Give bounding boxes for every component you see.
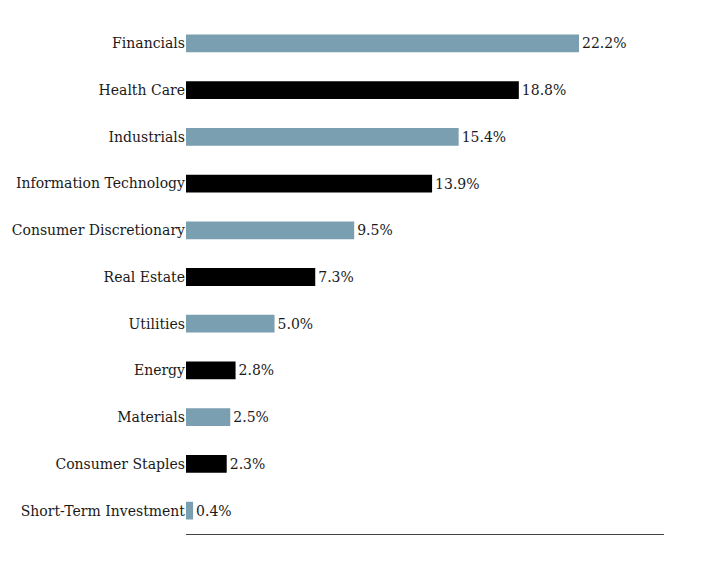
svg-text:Short-Term Investment: Short-Term Investment xyxy=(21,503,186,519)
svg-text:15.4%: 15.4% xyxy=(462,129,506,145)
svg-text:Energy: Energy xyxy=(134,362,185,378)
svg-text:22.2%: 22.2% xyxy=(582,35,626,51)
svg-text:0.4%: 0.4% xyxy=(196,503,232,519)
svg-text:13.9%: 13.9% xyxy=(435,176,479,192)
svg-text:2.5%: 2.5% xyxy=(233,409,269,425)
svg-text:Health Care: Health Care xyxy=(99,82,185,98)
svg-text:18.8%: 18.8% xyxy=(522,82,566,98)
svg-text:Consumer Staples: Consumer Staples xyxy=(55,456,185,472)
svg-text:Information Technology: Information Technology xyxy=(16,175,185,191)
svg-text:5.0%: 5.0% xyxy=(278,316,314,332)
svg-text:Utilities: Utilities xyxy=(129,316,185,332)
svg-text:Financials: Financials xyxy=(112,35,185,51)
svg-text:Consumer Discretionary: Consumer Discretionary xyxy=(12,222,185,238)
svg-text:Materials: Materials xyxy=(117,409,185,425)
svg-text:Industrials: Industrials xyxy=(108,129,185,145)
svg-text:2.3%: 2.3% xyxy=(230,456,266,472)
svg-text:9.5%: 9.5% xyxy=(357,222,393,238)
svg-text:2.8%: 2.8% xyxy=(239,362,275,378)
svg-text:7.3%: 7.3% xyxy=(318,269,354,285)
svg-text:Real Estate: Real Estate xyxy=(104,269,185,285)
